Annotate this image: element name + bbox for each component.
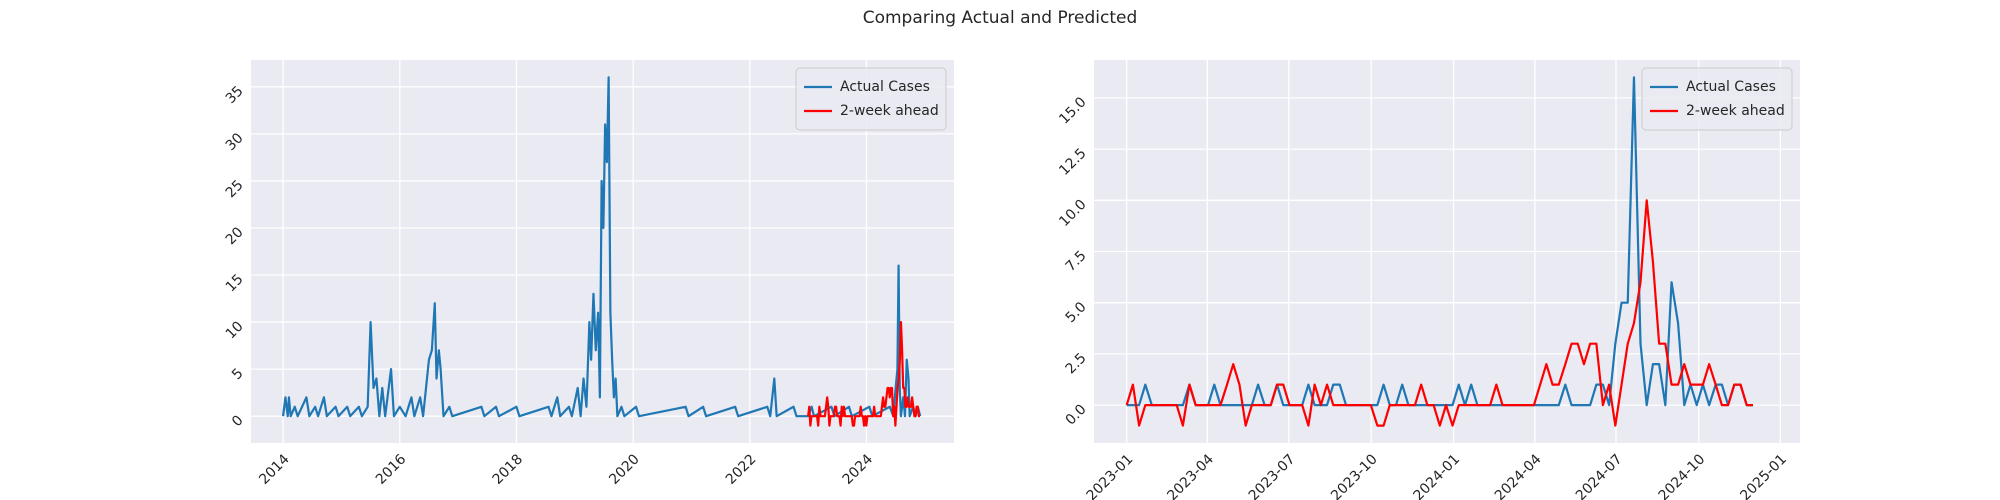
legend: Actual Cases 2-week ahead bbox=[1641, 67, 1793, 131]
legend-frame bbox=[795, 67, 947, 131]
legend-label: 2-week ahead bbox=[1686, 103, 1785, 119]
series-line bbox=[281, 76, 922, 418]
series-line bbox=[1125, 199, 1753, 427]
series-line bbox=[1126, 76, 1753, 407]
legend-label: Actual Cases bbox=[840, 79, 930, 95]
subplot: 2023-01 2023-04 2023-07 2023-10 2024-01 2024-… bbox=[1056, 60, 1800, 500]
legend: Actual Cases 2-week ahead bbox=[795, 67, 947, 131]
legend-label: 2-week ahead bbox=[840, 103, 939, 119]
legend-label: Actual Cases bbox=[1686, 79, 1776, 95]
figure-title: Comparing Actual and Predicted bbox=[863, 8, 1138, 28]
legend-frame bbox=[1641, 67, 1793, 131]
series-line bbox=[807, 320, 920, 427]
